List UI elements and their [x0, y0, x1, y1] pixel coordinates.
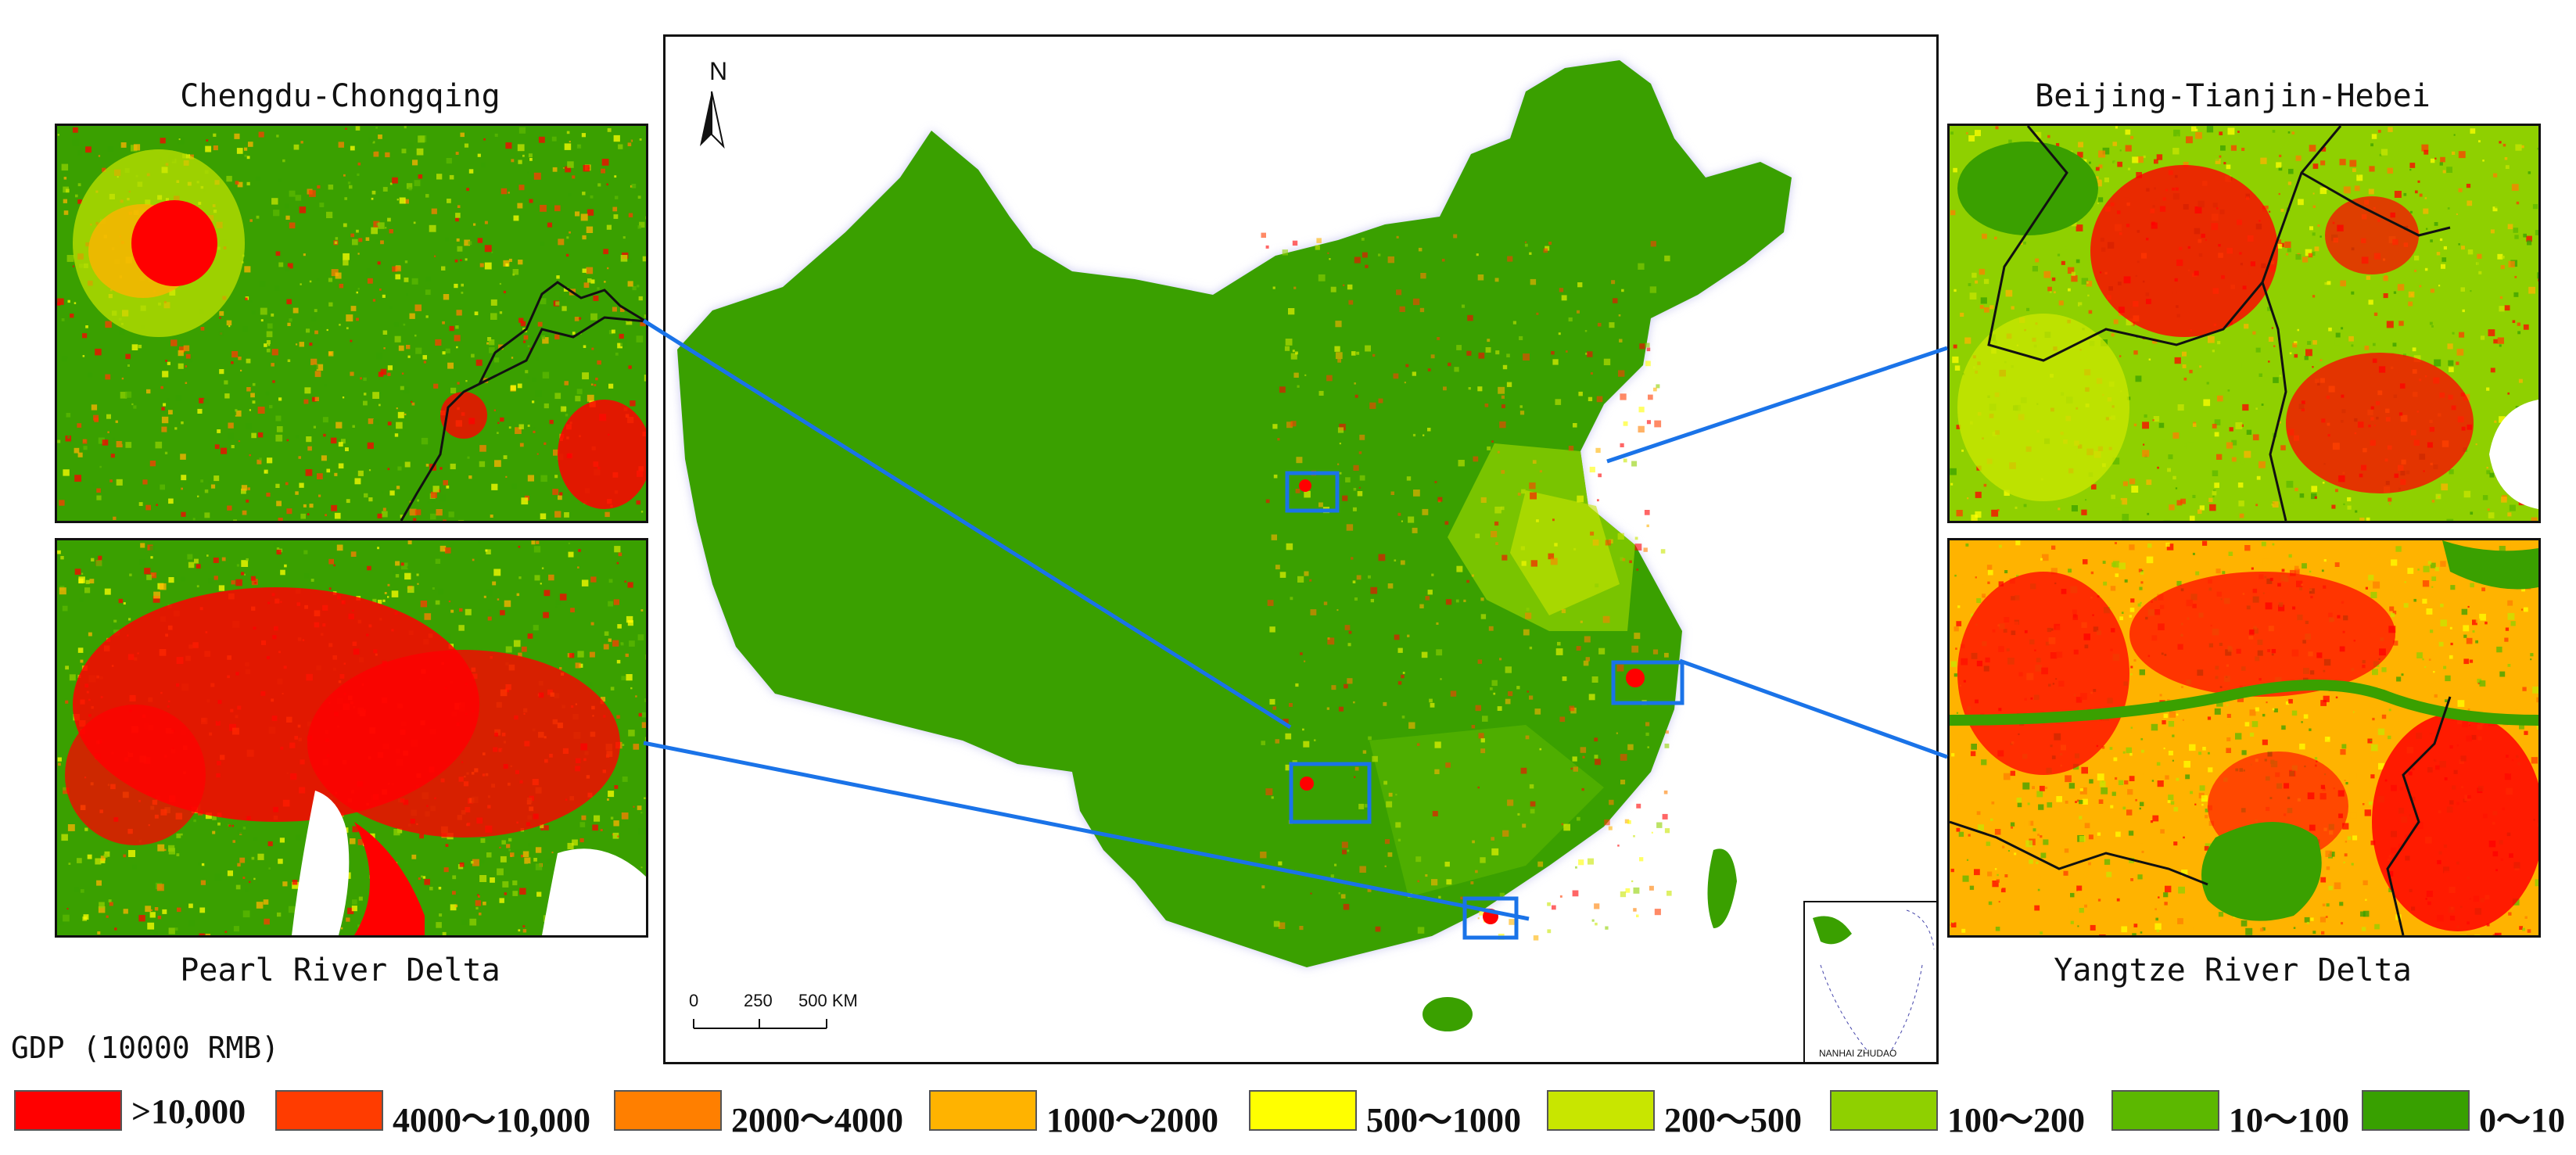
- legend-title: GDP (10000 RMB): [11, 1031, 280, 1065]
- south-china-sea-inset: NANHAI ZHUDAO: [1803, 901, 1936, 1062]
- legend-label: 10～100: [2229, 1101, 2349, 1139]
- legend-swatch: [1249, 1090, 1357, 1131]
- legend-swatch: [1830, 1090, 1938, 1131]
- north-label: N: [709, 57, 728, 85]
- pearl-river-delta-inset: [55, 538, 648, 938]
- scale-tick-250: 250: [744, 991, 773, 1010]
- legend-label: 500～1000: [1366, 1101, 1521, 1139]
- chengdu-chongqing-inset: [55, 124, 648, 523]
- legend-swatch: [2111, 1090, 2219, 1131]
- legend-swatch: [2362, 1090, 2470, 1131]
- beijing-tianjin-hebei-inset: [1947, 124, 2541, 523]
- pearl-river-delta-title: Pearl River Delta: [180, 952, 500, 988]
- chengdu-chongqing-title: Chengdu-Chongqing: [180, 78, 500, 114]
- nanhai-zhudao-label: NANHAI ZHUDAO: [1819, 1048, 1897, 1059]
- legend-label: 4000～10,000: [393, 1101, 590, 1139]
- legend-label: 2000～4000: [731, 1101, 903, 1139]
- legend-swatch: [929, 1090, 1037, 1131]
- legend-swatch: [1547, 1090, 1655, 1131]
- scale-bar: 0 250 500 KM: [689, 991, 892, 1046]
- china-gdp-map: N 0 250 500 KM NANHAI ZHUDAO: [663, 34, 1939, 1064]
- legend-label: 200～500: [1664, 1101, 1802, 1139]
- scale-tick-0: 0: [689, 991, 699, 1010]
- legend-label: 100～200: [1947, 1101, 2085, 1139]
- legend-label: 0～10: [2479, 1101, 2565, 1139]
- legend-swatch: [275, 1090, 383, 1131]
- legend-label: >10,000: [131, 1092, 246, 1131]
- scale-tick-500: 500 KM: [798, 991, 858, 1010]
- legend-label: 1000～2000: [1046, 1101, 1218, 1139]
- legend-swatch: [14, 1090, 122, 1131]
- north-arrow-icon: N: [684, 45, 739, 162]
- beijing-tianjin-hebei-title: Beijing-Tianjin-Hebei: [2035, 78, 2431, 114]
- yangtze-river-delta-inset: [1947, 538, 2541, 938]
- yangtze-river-delta-title: Yangtze River Delta: [2054, 952, 2412, 988]
- legend-swatch: [614, 1090, 722, 1131]
